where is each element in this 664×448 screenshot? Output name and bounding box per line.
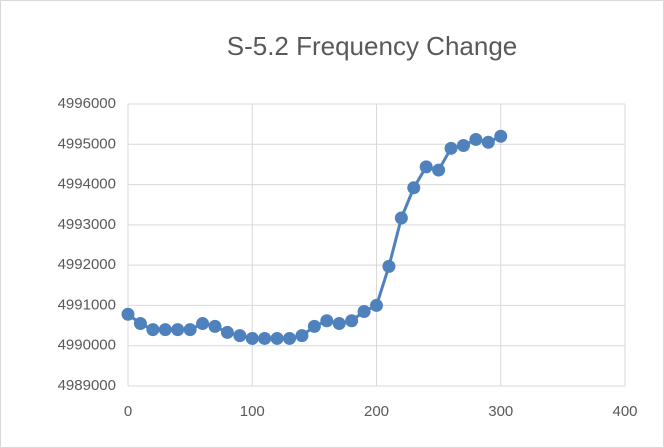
x-tick-label: 0	[124, 403, 132, 420]
y-tick-label: 4992000	[58, 256, 116, 273]
data-point	[432, 163, 446, 177]
data-point	[456, 138, 470, 152]
chart-title: S-5.2 Frequency Change	[227, 31, 518, 61]
data-point	[171, 323, 185, 337]
data-point	[494, 129, 508, 143]
data-point	[245, 331, 259, 345]
data-point	[444, 141, 458, 155]
data-point	[345, 314, 359, 328]
data-point	[481, 135, 495, 149]
data-point	[295, 329, 309, 343]
data-point	[357, 304, 371, 318]
y-tick-label: 4995000	[58, 135, 116, 152]
data-point	[183, 323, 197, 337]
data-point	[158, 323, 172, 337]
y-tick-label: 4991000	[58, 296, 116, 313]
data-point	[146, 323, 160, 337]
data-point	[382, 259, 396, 273]
data-point	[394, 211, 408, 225]
data-point	[196, 317, 210, 331]
data-point	[270, 331, 284, 345]
data-point	[208, 319, 222, 333]
data-point	[121, 307, 135, 321]
x-tick-label: 200	[364, 403, 389, 420]
data-point	[370, 298, 383, 312]
data-point	[283, 331, 297, 345]
data-point	[332, 317, 346, 331]
y-tick-label: 4990000	[58, 337, 116, 354]
x-tick-label: 300	[488, 403, 513, 420]
data-point	[220, 325, 234, 339]
data-point	[133, 317, 147, 331]
data-point	[320, 314, 334, 328]
y-tick-label: 4989000	[58, 377, 116, 394]
data-point	[258, 331, 272, 345]
data-point	[407, 181, 421, 195]
data-point	[307, 319, 321, 333]
y-tick-label: 4996000	[58, 95, 116, 112]
data-point	[469, 132, 483, 146]
y-tick-label: 4993000	[58, 216, 116, 233]
data-point	[419, 160, 433, 174]
data-point	[233, 329, 247, 343]
y-tick-label: 4994000	[58, 176, 116, 193]
x-tick-label: 400	[612, 403, 637, 420]
x-tick-label: 100	[240, 403, 265, 420]
